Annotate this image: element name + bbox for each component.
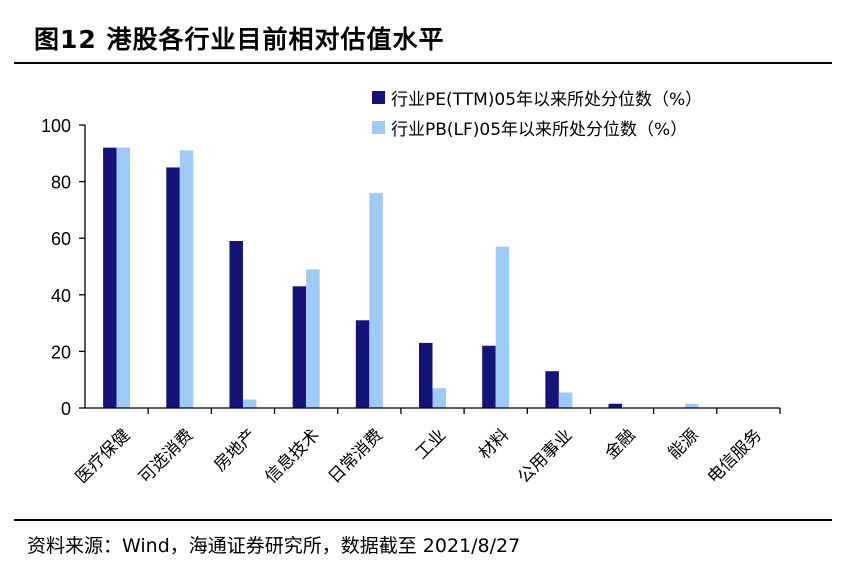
legend-label-pb: 行业PB(LF)05年以来所处分位数（%） [391,119,688,140]
x-category-label: 工业 [412,425,450,463]
bar-pe [229,241,243,408]
bar-pe [482,345,496,408]
y-tick-label: 0 [61,399,71,419]
y-tick-label: 80 [51,173,71,193]
bar-pe [419,342,433,408]
x-category-label: 金融 [601,425,639,463]
bar-pb [116,147,131,408]
x-category-label: 材料 [475,425,513,463]
bar-pb [685,403,699,408]
bar-pb [432,388,446,408]
legend-item-pe: 行业PE(TTM)05年以来所处分位数（%） [372,82,702,112]
legend-swatch-pb [372,120,385,134]
legend: 行业PE(TTM)05年以来所处分位数（%） 行业PB(LF)05年以来所处分位… [372,82,702,142]
bar-pe [103,147,117,408]
bar-chart: 0 20 40 60 80 100 医疗保健 可选消费 房地产 信息技术 日常消费 工业 材料 公用事业金… [41,116,781,488]
x-category-label: 电信服务 [704,425,766,487]
bar-pe [166,167,180,408]
x-category-label: 可选消费 [135,425,197,487]
bar-pb [306,269,320,408]
bar-pe [355,320,370,408]
legend-swatch-pe [372,90,385,104]
bar-pb [495,246,510,408]
y-tick-label: 20 [51,342,71,362]
x-category-label: 房地产 [210,425,260,475]
y-tick-label: 60 [51,229,71,249]
x-category-label: 公用事业 [514,425,576,487]
bar-pb [179,150,194,408]
chart-title: 图12 港股各行业目前相对估值水平 [34,25,445,54]
x-category-label: 信息技术 [261,425,323,487]
title-bar: 图12 港股各行业目前相对估值水平 [14,0,832,62]
top-rule [14,62,832,64]
source-note: 资料来源：Wind，海通证券研究所，数据截至 2021/8/27 [27,535,521,557]
x-category-label: 能源 [665,425,703,463]
bottom-rule [14,519,832,521]
bar-pe [292,286,307,408]
y-tick-label: 100 [41,116,71,136]
legend-item-pb: 行业PB(LF)05年以来所处分位数（%） [372,112,702,142]
bar-pb [369,192,383,408]
x-category-label: 医疗保健 [72,425,134,487]
legend-label-pe: 行业PE(TTM)05年以来所处分位数（%） [391,89,703,110]
bar-pb [242,399,257,408]
y-tick-label: 40 [51,286,71,306]
bar-pe [545,371,559,408]
x-category-label: 日常消费 [325,425,387,487]
bar-pb [558,392,573,408]
bar-pe [608,403,623,408]
